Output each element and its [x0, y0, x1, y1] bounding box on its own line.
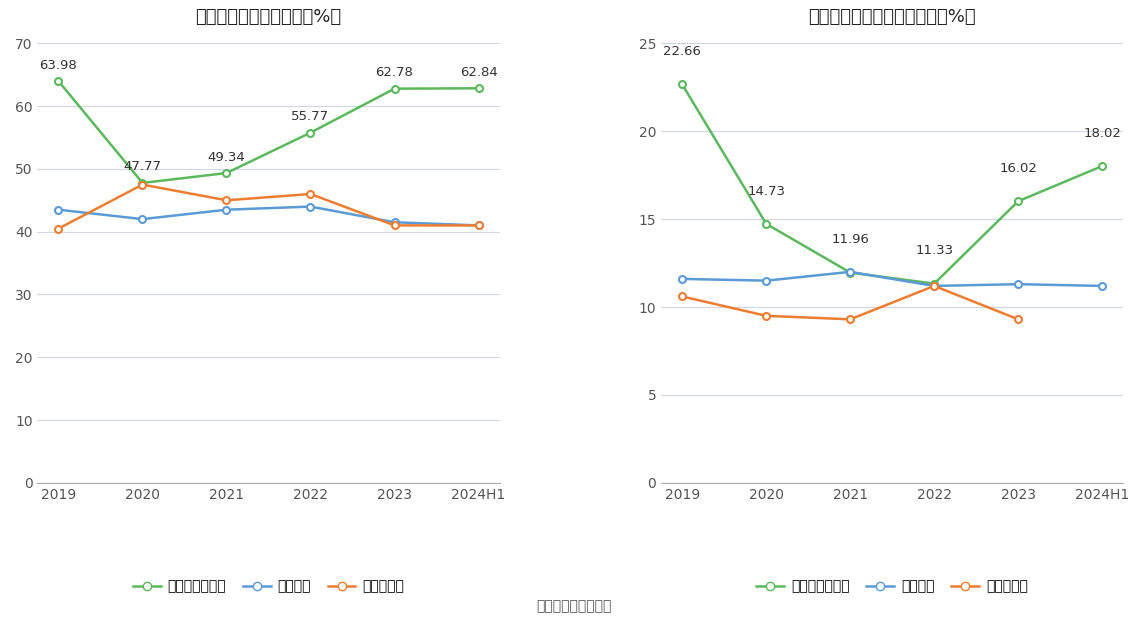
Text: 11.33: 11.33 — [915, 245, 953, 258]
Text: 22.66: 22.66 — [663, 45, 701, 58]
Text: 14.73: 14.73 — [747, 184, 786, 197]
Text: 55.77: 55.77 — [291, 110, 329, 123]
Legend: 公司资产负债率, 行业均值, 行业中位数: 公司资产负债率, 行业均值, 行业中位数 — [127, 574, 409, 599]
Text: 62.78: 62.78 — [375, 66, 413, 79]
Text: 数据来源：恒生聚源: 数据来源：恒生聚源 — [536, 599, 611, 613]
Title: 近年来资产负债率情况（%）: 近年来资产负债率情况（%） — [195, 9, 342, 27]
Text: 49.34: 49.34 — [208, 150, 245, 163]
Text: 47.77: 47.77 — [124, 160, 162, 173]
Text: 16.02: 16.02 — [999, 162, 1037, 175]
Text: 62.84: 62.84 — [460, 66, 498, 79]
Legend: 有息资产负债率, 行业均值, 行业中位数: 有息资产负债率, 行业均值, 行业中位数 — [751, 574, 1033, 599]
Text: 18.02: 18.02 — [1083, 127, 1121, 140]
Title: 近年来有息资产负债率情况（%）: 近年来有息资产负债率情况（%） — [809, 9, 976, 27]
Text: 11.96: 11.96 — [832, 233, 869, 246]
Text: 63.98: 63.98 — [40, 59, 77, 72]
